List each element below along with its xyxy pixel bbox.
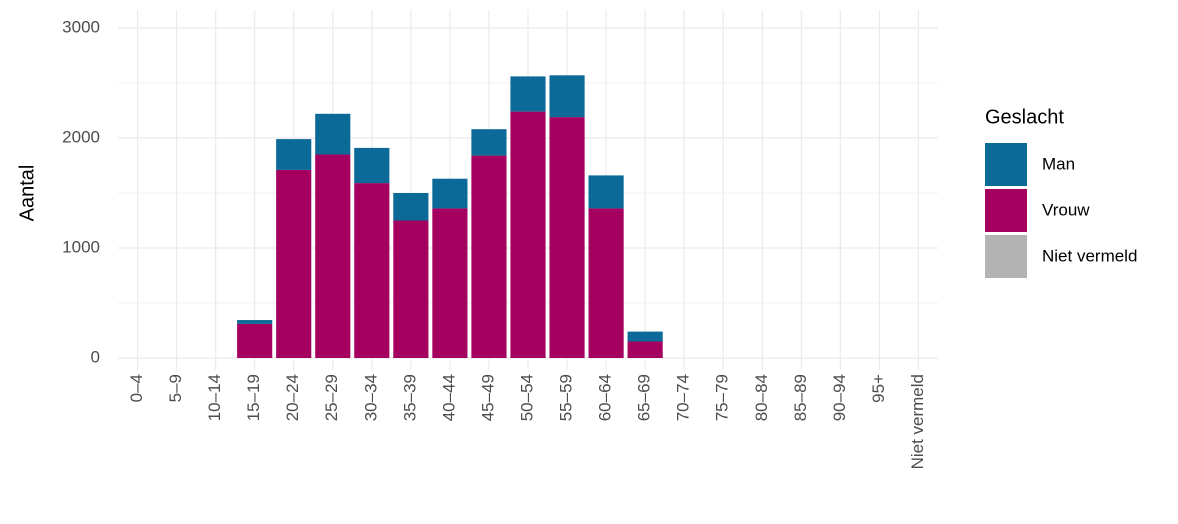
x-tick-label: 50–54 [517, 374, 536, 421]
y-tick-label: 1000 [62, 237, 100, 256]
bar-segment [237, 320, 273, 324]
x-tick-label: Niet vermeld [908, 374, 927, 469]
x-tick-label: 10–14 [205, 374, 224, 421]
bar-segment [354, 183, 390, 358]
x-tick-label: 65–69 [635, 374, 654, 421]
x-tick-label: 35–39 [400, 374, 419, 421]
bar-segment [627, 341, 663, 358]
bar-segment [510, 111, 546, 358]
y-tick-label: 0 [91, 347, 100, 366]
x-tick-label: 70–74 [674, 374, 693, 421]
bar-segment [432, 208, 468, 358]
bar-segment [588, 208, 624, 358]
bar-segment [393, 193, 429, 221]
legend-key [985, 143, 1027, 186]
bar-segment [393, 220, 429, 358]
legend-label: Niet vermeld [1042, 246, 1137, 265]
legend-title: Geslacht [985, 106, 1064, 128]
legend-key [985, 235, 1027, 278]
bar-segment [549, 117, 585, 358]
bar-segment [471, 129, 507, 156]
bar-segment [588, 175, 624, 209]
x-tick-label: 30–34 [361, 374, 380, 421]
legend-label: Man [1042, 154, 1075, 173]
x-tick-label: 85–89 [791, 374, 810, 421]
bar-segment [354, 147, 390, 184]
y-tick-label: 3000 [62, 17, 100, 36]
bar-segment [510, 76, 546, 112]
x-tick-label: 80–84 [752, 374, 771, 421]
bar-segment [276, 139, 312, 170]
x-tick-label: 40–44 [439, 374, 458, 421]
bar-segment [237, 323, 273, 358]
x-tick-label: 90–94 [830, 374, 849, 421]
y-tick-label: 2000 [62, 127, 100, 146]
x-tick-label: 60–64 [596, 374, 615, 421]
x-tick-label: 15–19 [244, 374, 263, 421]
bar-segment [627, 331, 663, 342]
legend-key [985, 189, 1027, 232]
x-tick-label: 0–4 [127, 374, 146, 402]
x-tick-label: 45–49 [478, 374, 497, 421]
x-tick-label: 55–59 [557, 374, 576, 421]
x-tick-label: 5–9 [166, 374, 185, 402]
x-tick-label: 25–29 [322, 374, 341, 421]
bar-segment [549, 75, 585, 118]
x-tick-label: 95+ [869, 374, 888, 403]
x-tick-label: 75–79 [713, 374, 732, 421]
bar-segment [315, 113, 351, 155]
bar-segment [276, 169, 312, 358]
y-axis-label: Aantal [16, 165, 38, 222]
bar-segment [315, 154, 351, 358]
bar-segment [432, 178, 468, 209]
x-tick-label: 20–24 [283, 374, 302, 421]
bar-segment [471, 155, 507, 358]
legend-label: Vrouw [1042, 200, 1090, 219]
